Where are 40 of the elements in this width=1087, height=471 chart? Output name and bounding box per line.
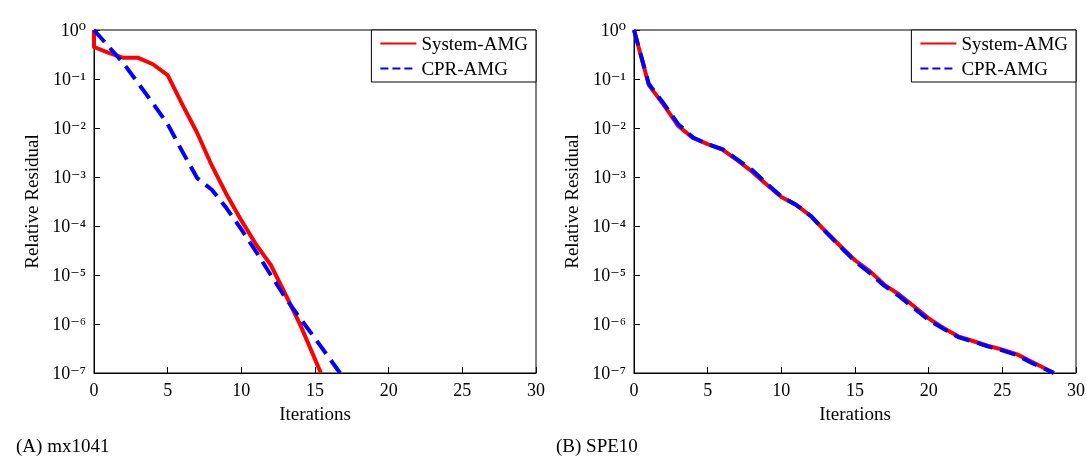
y-tick-label: 10⁻² xyxy=(593,118,626,138)
y-tick-label: 10⁻⁷ xyxy=(52,363,86,383)
legend-label: CPR-AMG xyxy=(421,58,509,79)
y-tick-label: 10⁻⁷ xyxy=(592,363,626,383)
x-tick-label: 5 xyxy=(703,380,713,400)
y-tick-label: 10⁻³ xyxy=(53,167,87,187)
x-tick-label: 0 xyxy=(629,380,639,400)
x-tick-label: 30 xyxy=(1067,380,1085,400)
y-axis-title: Relative Residual xyxy=(561,134,583,269)
y-tick-label: 10⁰ xyxy=(600,20,626,40)
y-tick-label: 10⁻⁶ xyxy=(52,314,86,334)
x-tick-label: 10 xyxy=(772,380,791,400)
x-tick-label: 20 xyxy=(919,380,938,400)
x-tick-label: 5 xyxy=(163,380,173,400)
x-axis-title: Iterations xyxy=(819,402,891,424)
text: (A) mx1041 xyxy=(16,435,110,457)
x-tick-label: 30 xyxy=(527,380,545,400)
y-tick-label: 10⁻¹ xyxy=(53,69,86,89)
x-tick-label: 20 xyxy=(379,380,398,400)
y-tick-label: 10⁰ xyxy=(60,20,86,40)
y-tick-label: 10⁻³ xyxy=(593,167,627,187)
legend-label: System-AMG xyxy=(421,33,529,54)
y-tick-label: 10⁻⁵ xyxy=(592,265,626,285)
y-tick-label: 10⁻⁴ xyxy=(592,216,626,236)
x-tick-label: 15 xyxy=(306,380,324,400)
y-axis-title: Relative Residual xyxy=(21,134,43,269)
x-tick-label: 25 xyxy=(993,380,1012,400)
x-tick-label: 10 xyxy=(232,380,251,400)
x-tick-label: 15 xyxy=(846,380,864,400)
x-tick-label: 0 xyxy=(89,380,99,400)
legend-label: System-AMG xyxy=(961,33,1069,54)
y-tick-label: 10⁻⁵ xyxy=(52,265,86,285)
y-tick-label: 10⁻² xyxy=(53,118,86,138)
legend-label: CPR-AMG xyxy=(961,58,1049,79)
text: (B) SPE10 xyxy=(556,435,638,457)
y-tick-label: 10⁻¹ xyxy=(593,69,626,89)
x-tick-label: 25 xyxy=(453,380,472,400)
y-tick-label: 10⁻⁴ xyxy=(52,216,86,236)
y-tick-label: 10⁻⁶ xyxy=(592,314,626,334)
x-axis-title: Iterations xyxy=(279,402,351,424)
